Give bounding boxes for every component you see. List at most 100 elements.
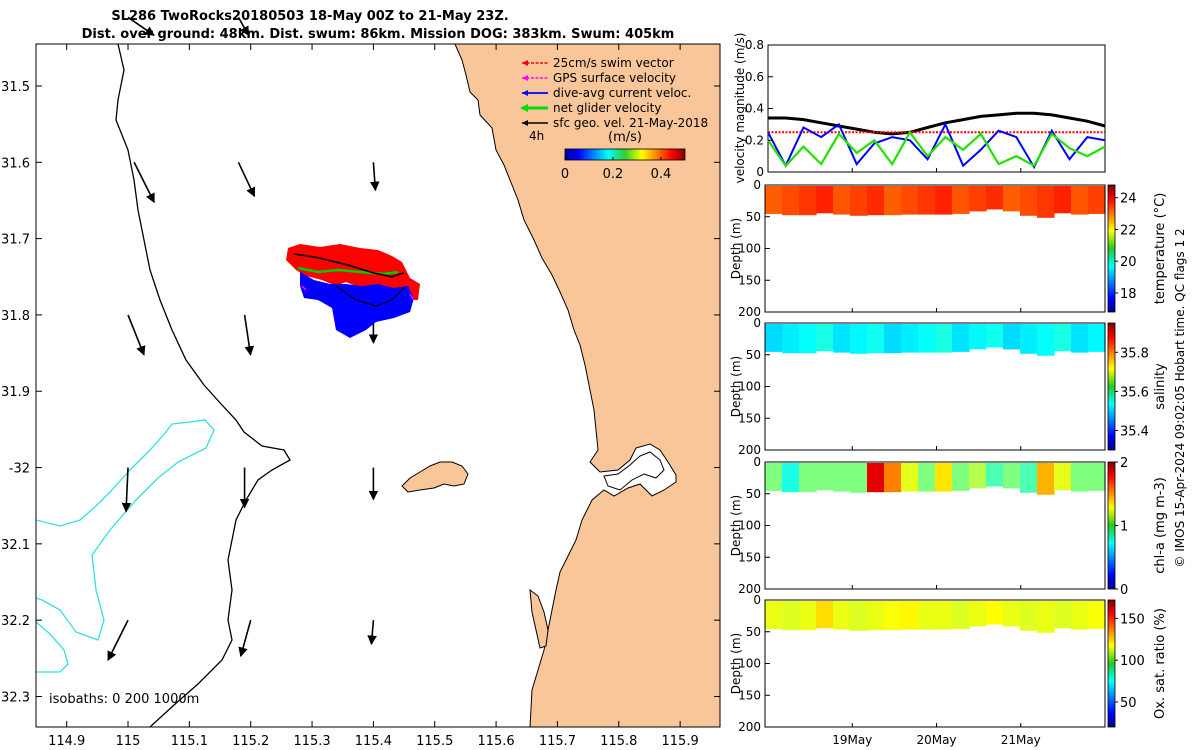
colorbar-tick-label: 20 (1120, 255, 1137, 270)
colorbar-tick-label: 35.8 (1120, 346, 1149, 361)
colorbar-tick-label: 18 (1120, 287, 1137, 302)
copyright-label: © IMOS 15-Apr-2024 09:02:05 Hobart time.… (1173, 228, 1187, 567)
net-velocity (297, 266, 399, 276)
legend-label-dive-avg: dive-avg current veloc. (553, 86, 691, 100)
section-column (867, 324, 885, 354)
track-branch (335, 285, 405, 307)
map-y-tick-label: 31.8 (1, 309, 30, 324)
depth-tick-label: 200 (738, 582, 761, 596)
map-y-tick-label: 32.3 (1, 690, 30, 705)
depth-tick-label: 200 (738, 720, 761, 734)
island-2 (529, 588, 549, 649)
map-y-tick-label: 32.1 (1, 538, 30, 553)
depth-tick-label: 50 (746, 210, 761, 224)
map-y-axis: 31.5 31.6 31.7 31.8 31.9 -32 32.1 32.2 32.3 (1, 80, 720, 705)
section-column (884, 186, 902, 216)
section-colorbar (1107, 322, 1116, 451)
colorbar-tick-label: 50 (1120, 696, 1137, 711)
colorbar-tick-label: 100 (1120, 654, 1145, 669)
section-column (799, 186, 817, 216)
section-column (782, 324, 800, 354)
section-column (816, 324, 834, 352)
depth-tick-label: 100 (738, 519, 761, 533)
time-scale-label: 4h (529, 129, 544, 143)
time-axis: 19May 20May 21May (832, 168, 1041, 747)
depth-tick-label: 100 (738, 380, 761, 394)
velocity-y-tick-label: 0 (756, 165, 764, 179)
colorbar-tick-label: 35.6 (1120, 385, 1149, 400)
section-column (901, 324, 919, 353)
colorbar-tick-label: 2 (1120, 456, 1128, 471)
velocity-line-net-glider (767, 130, 1106, 168)
section-column (952, 463, 970, 491)
section-column (1071, 463, 1089, 492)
map-legend: 25cm/s swim vector GPS surface velocity … (520, 56, 708, 182)
title-line-1: SL286 TwoRocks20180503 18-May 00Z to 21-… (111, 9, 508, 24)
section-column (867, 601, 885, 631)
legend-item-dive-avg: dive-avg current veloc. (522, 86, 691, 100)
section-column (833, 324, 851, 353)
map-colorbar (564, 148, 686, 161)
map-x-tick-label: 115.2 (232, 734, 269, 749)
depth-tick-label: 150 (738, 688, 761, 702)
depth-tick-label: 200 (738, 305, 761, 319)
section-column (1037, 463, 1055, 495)
section-column (986, 324, 1004, 348)
velocity-line-sfc-geo (768, 111, 1106, 136)
section-column (969, 601, 987, 627)
section-column (799, 601, 817, 631)
legend-item-geo: sfc geo. vel. 21-May-2018 (522, 116, 708, 130)
depth-tick-label: 0 (753, 178, 761, 192)
glider-velocity-cluster (286, 244, 420, 338)
isobath-1000 (36, 419, 215, 673)
map-y-tick-label: 31.7 (1, 233, 30, 248)
velocity-y-tick-label: 0.2 (745, 133, 764, 147)
geo-vector-arrow (127, 314, 146, 356)
colorbar-label: chl-a (mg m-3) (1153, 477, 1168, 574)
section-colorbar (1107, 461, 1116, 590)
section-column (782, 601, 800, 631)
section-colorbar (1107, 599, 1116, 728)
section-column (1054, 186, 1072, 214)
section-column (1088, 601, 1106, 629)
section-column (918, 186, 936, 215)
colorbar-tick-label: 0 (1120, 583, 1128, 598)
glider-track (293, 253, 405, 278)
map-x-tick-label: 115.1 (171, 734, 208, 749)
section-column (867, 186, 885, 216)
map-colorbar-tick-label: 0.4 (651, 167, 672, 182)
section-column (1071, 324, 1089, 353)
section-column (833, 186, 851, 215)
depth-tick-label: 50 (746, 348, 761, 362)
section-column (952, 601, 970, 629)
section-temperature: 0 50 100 150 200 Depth (m) 18 20 22 24 temperature… (729, 178, 1168, 319)
island (401, 461, 469, 493)
depth-tick-label: 0 (753, 593, 761, 607)
geo-vector-arrow (238, 619, 252, 658)
section-column (816, 463, 834, 491)
section-column (901, 463, 919, 492)
velocity-axes (767, 44, 1106, 173)
map-colorbar-tick-label: 0 (561, 167, 569, 182)
section-column (1037, 324, 1055, 356)
geo-vector-arrow (237, 16, 250, 37)
day-tick-label: 19May (832, 733, 872, 747)
map-colorbar-ticks: 0 0.2 0.4 (561, 157, 671, 182)
velocity-y-tick-label: 0.6 (745, 70, 764, 84)
section-column (765, 324, 783, 352)
map-y-tick-label: 31.6 (1, 156, 30, 171)
depth-tick-label: 150 (738, 273, 761, 287)
legend-label-gps: GPS surface velocity (553, 71, 676, 85)
map-y-tick-label: 31.5 (1, 80, 30, 95)
day-tick-label: 21May (1001, 733, 1041, 747)
map-x-tick-label: 115.5 (416, 734, 453, 749)
section-column (1003, 324, 1021, 350)
velocity-ylabel: velocity magnitude (m/s) (733, 33, 747, 184)
section-column (969, 186, 987, 212)
section-column (799, 324, 817, 354)
section-column (1088, 324, 1106, 352)
depth-label: Depth (m) (729, 495, 743, 556)
